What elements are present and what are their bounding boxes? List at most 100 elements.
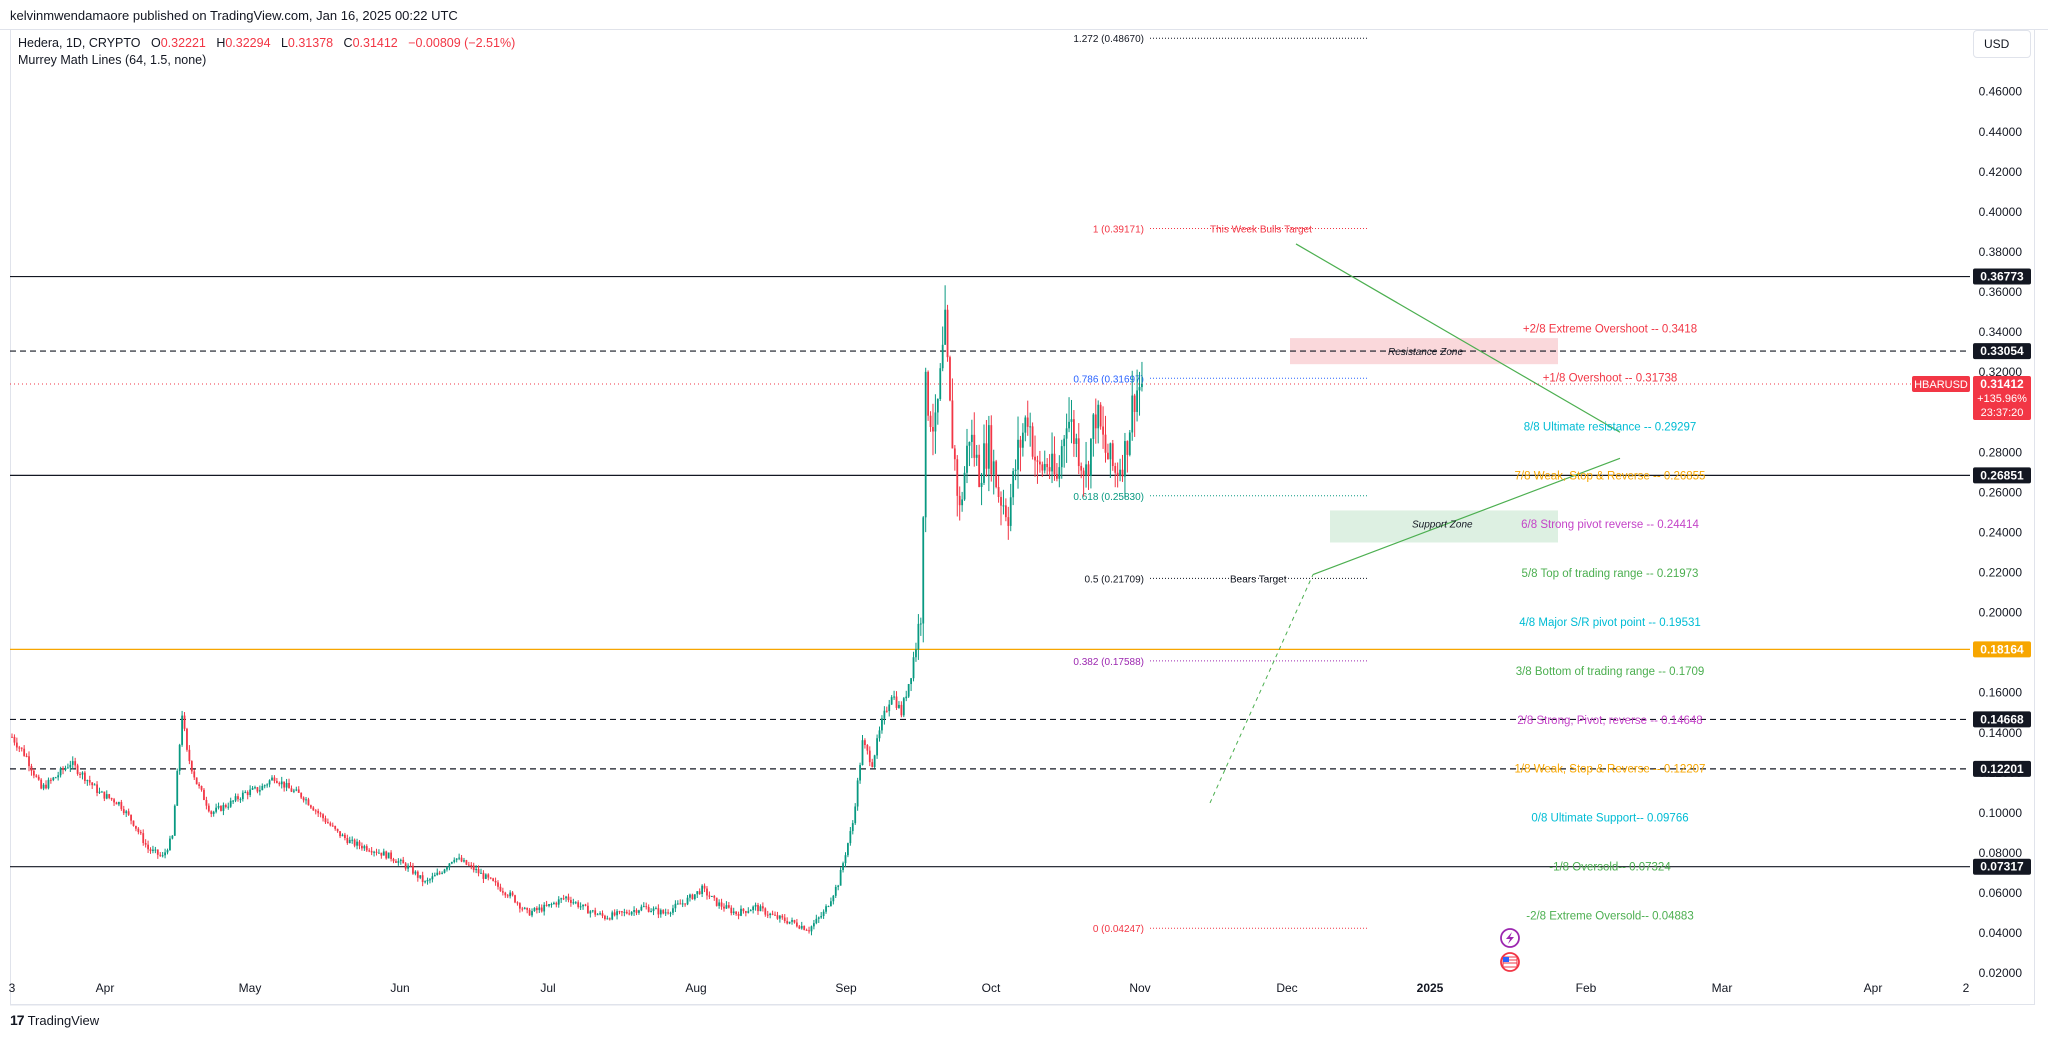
candle-body	[985, 443, 988, 469]
candle-body	[52, 777, 55, 781]
candle-body	[387, 852, 390, 859]
murrey-level-label: 8/8 Ultimate resistance -- 0.29297	[1524, 421, 1697, 433]
candle-body	[761, 906, 764, 909]
candle-body	[91, 782, 94, 786]
fib-level-label: 0 (0.04247)	[1093, 924, 1144, 935]
candle-body	[589, 911, 592, 914]
price-tick-label: 0.16000	[1979, 686, 2023, 700]
candle-body	[720, 902, 723, 907]
candle-body	[647, 906, 650, 912]
price-line-badge-label: 0.26851	[1980, 468, 2024, 482]
candle-body	[827, 906, 830, 908]
candle-body	[64, 767, 67, 770]
candle-body	[910, 678, 912, 685]
candle-body	[448, 863, 451, 868]
candle-body	[297, 789, 300, 793]
price-line-badge-label: 0.33054	[1980, 344, 2024, 358]
candle-body	[778, 915, 781, 919]
candle-body	[232, 800, 235, 802]
candle-body	[288, 782, 290, 789]
price-line-badge	[1973, 467, 2031, 484]
price-line-badge	[1973, 858, 2031, 875]
candle-body	[883, 710, 886, 719]
candle-body	[509, 892, 512, 897]
candle-body	[978, 454, 981, 487]
legend-ohlc-high: H0.32294	[216, 36, 271, 50]
candle-body	[154, 849, 157, 851]
candle-body	[754, 904, 757, 907]
candle-body	[195, 777, 198, 785]
candle-body	[317, 810, 320, 814]
candle-body	[275, 781, 278, 783]
candle-body	[759, 906, 762, 912]
candle-body	[788, 921, 791, 924]
time-tick-label: 2025	[1417, 981, 1444, 995]
candle-body	[463, 860, 465, 862]
candle-body	[69, 764, 72, 768]
candle-body	[545, 904, 548, 906]
candles-layer	[11, 285, 1143, 936]
candle-body	[691, 894, 694, 900]
candle-body	[635, 910, 638, 913]
candle-body	[842, 863, 844, 871]
candle-body	[851, 823, 854, 832]
candle-body	[57, 775, 60, 778]
candle-body	[849, 831, 852, 844]
candle-body	[902, 698, 905, 716]
footer-brand-text: TradingView	[27, 1012, 100, 1028]
candle-body	[681, 903, 684, 905]
candle-body	[511, 892, 514, 896]
candle-body	[13, 736, 16, 743]
candle-body	[190, 761, 193, 772]
footer-brand[interactable]: 17 TradingView	[10, 1012, 99, 1028]
candle-body	[839, 870, 842, 886]
candle-body	[1121, 469, 1124, 477]
candle-body	[740, 908, 742, 916]
candle-body	[769, 913, 772, 916]
murrey-level-label: -1/8 Oversold-- 0.07324	[1549, 862, 1671, 874]
price-tick-label: 0.28000	[1979, 445, 2023, 459]
candle-body	[885, 710, 888, 712]
candle-body	[164, 852, 166, 856]
candle-body	[708, 895, 711, 897]
candle-body	[757, 904, 759, 912]
candle-body	[793, 920, 796, 923]
price-tick-label: 0.02000	[1979, 966, 2023, 980]
candle-body	[35, 775, 38, 777]
candle-body	[701, 885, 704, 895]
candle-body	[397, 861, 400, 863]
candle-body	[339, 831, 341, 837]
candle-body	[783, 917, 786, 922]
candle-body	[523, 907, 526, 909]
candle-body	[854, 806, 857, 824]
candle-body	[30, 766, 33, 771]
murrey-level-label: +1/8 Overshoot -- 0.31738	[1543, 372, 1678, 384]
candle-body	[254, 787, 256, 789]
fib-level-label: 0.382 (0.17588)	[1073, 657, 1144, 668]
candle-body	[409, 865, 412, 867]
last-price-change-label: +135.96%	[1977, 393, 2027, 405]
candle-body	[881, 718, 883, 731]
candle-body	[953, 448, 956, 460]
candle-body	[939, 368, 942, 399]
murrey-level-label: 3/8 Bottom of trading range -- 0.1709	[1516, 666, 1705, 678]
candle-body	[1099, 404, 1102, 427]
candle-body	[611, 912, 614, 920]
candle-body	[518, 903, 521, 909]
candle-body	[1087, 464, 1090, 476]
candle-body	[596, 914, 599, 916]
candle-body	[285, 782, 288, 788]
candle-body	[1075, 438, 1078, 444]
candle-body	[1085, 464, 1087, 476]
candle-body	[93, 784, 96, 786]
legend-indicator[interactable]: Murrey Math Lines (64, 1.5, none)	[18, 53, 207, 67]
candle-body	[105, 794, 108, 799]
candle-body	[594, 910, 597, 915]
currency-selector[interactable]: USD	[1973, 30, 2031, 58]
candle-body	[555, 902, 558, 905]
murrey-level-label: 2/8 Strong, Pivot, reverse -- 0.14648	[1517, 715, 1702, 727]
candle-body	[390, 852, 392, 859]
candle-body	[1056, 474, 1058, 479]
time-tick-label: Oct	[982, 981, 1001, 995]
